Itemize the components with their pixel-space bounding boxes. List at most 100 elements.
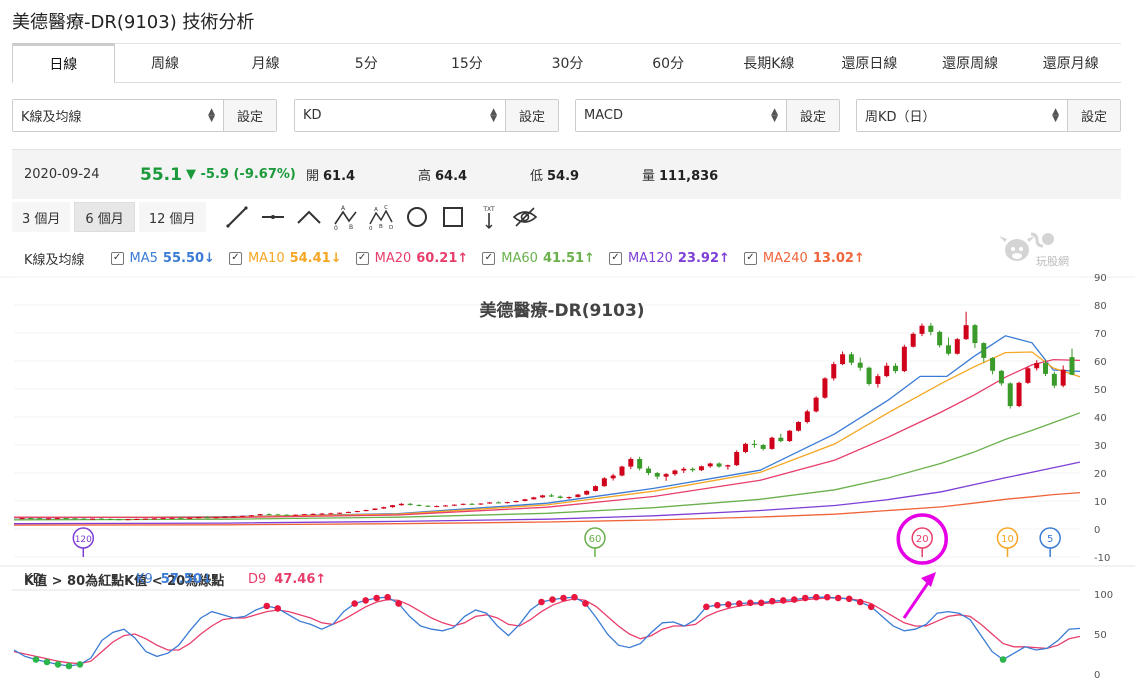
checkbox-icon[interactable]: ✓ — [482, 251, 496, 265]
candle-body — [328, 513, 334, 515]
logo-text: 玩股網 — [1036, 255, 1069, 268]
candle-body — [663, 474, 669, 477]
checkbox-icon[interactable]: ✓ — [608, 251, 622, 265]
tab-8[interactable]: 還原日線 — [819, 43, 920, 82]
ma-value: 60.21↑ — [416, 250, 469, 266]
k-red-dot — [725, 601, 732, 608]
candle-body — [143, 518, 149, 520]
candle-body — [398, 503, 404, 506]
checkbox-icon[interactable]: ✓ — [355, 251, 369, 265]
checkbox-icon[interactable]: ✓ — [110, 251, 124, 265]
tab-1[interactable]: 周線 — [114, 43, 216, 82]
ma-toggle-ma240[interactable]: ✓ MA240 13.02↑ — [743, 251, 865, 266]
candle-body — [372, 508, 378, 510]
candle-body — [460, 503, 466, 505]
candle-body — [178, 517, 184, 519]
candle-body — [187, 517, 193, 519]
candle-body — [707, 463, 713, 467]
k-green-dot — [65, 662, 73, 670]
candle-body — [1025, 368, 1031, 383]
candle-body — [1060, 369, 1066, 386]
abc-pattern-icon[interactable]: A 0 B — [328, 202, 362, 232]
tab-9[interactable]: 還原周線 — [919, 43, 1021, 82]
tab-0[interactable]: 日線 — [12, 43, 115, 83]
settings-button-3[interactable]: 設定 — [1068, 100, 1120, 131]
tab-3[interactable]: 5分 — [315, 43, 417, 82]
quote-volume-value: 111,836 — [659, 169, 719, 184]
tab-6[interactable]: 60分 — [617, 43, 719, 82]
range-button-0[interactable]: 3 個月 — [12, 202, 71, 232]
candle-body — [778, 437, 784, 442]
abc-label-0: 0 — [334, 225, 338, 230]
candle-body — [628, 459, 634, 467]
hide-eye-icon[interactable] — [508, 202, 542, 232]
candle-body — [513, 501, 519, 503]
settings-button-2[interactable]: 設定 — [787, 100, 839, 131]
candle-body — [610, 475, 616, 479]
checkbox-icon[interactable]: ✓ — [228, 251, 242, 265]
ma-legend: K線及均線 ✓ MA5 55.50↓ ✓ MA10 54.41↓ ✓ MA20 60.21↑ ✓ M… — [24, 249, 879, 268]
ma-toggle-ma20[interactable]: ✓ MA20 60.21↑ — [355, 250, 469, 266]
text-tool-icon[interactable]: TXT — [472, 202, 506, 232]
annotation-arrow-head — [921, 572, 936, 587]
circle-tool-icon[interactable] — [400, 202, 434, 232]
settings-button-0[interactable]: 設定 — [224, 100, 276, 131]
indicator-select-0[interactable]: K線及均線 ▲ ▼ — [13, 100, 224, 131]
angle-line-icon[interactable] — [292, 202, 326, 232]
tab-5[interactable]: 30分 — [517, 43, 618, 82]
candle-body — [804, 411, 810, 423]
ma-name: MA120 — [627, 250, 673, 266]
range-button-1[interactable]: 6 個月 — [74, 202, 135, 232]
horizontal-line-icon[interactable] — [256, 202, 290, 232]
candle-body — [1069, 357, 1075, 375]
indicator-select-value: 周KD（日） — [865, 110, 936, 125]
marker-label: 10 — [1001, 534, 1014, 545]
indicator-select-1[interactable]: KD ▲ ▼ — [295, 100, 506, 131]
k-red-dot — [560, 594, 567, 602]
tab-2[interactable]: 月線 — [215, 43, 316, 82]
candle-body — [407, 503, 413, 505]
ma-toggle-ma10[interactable]: ✓ MA10 54.41↓ — [228, 251, 342, 266]
ma-marker-5: 5 — [1039, 527, 1061, 557]
rectangle-tool-icon[interactable] — [436, 202, 470, 232]
candle-body — [266, 514, 272, 516]
ma-marker-120: 120 — [72, 527, 95, 557]
k-red-dot — [703, 603, 710, 611]
range-buttons: 3 個月 6 個月 12 個月 — [12, 202, 210, 232]
candle-body — [240, 515, 246, 517]
candle-body — [98, 518, 104, 520]
ma-toggle-ma5[interactable]: ✓ MA5 55.50↓ — [110, 251, 215, 266]
range-button-2[interactable]: 12 個月 — [138, 202, 206, 232]
price-tick-label: -10 — [1094, 553, 1110, 564]
indicator-select-value: K線及均線 — [21, 110, 82, 125]
indicator-select-3[interactable]: 周KD（日） ▲ ▼ — [857, 100, 1068, 131]
quote-high: 高 64.4 — [418, 165, 467, 184]
settings-button-1[interactable]: 設定 — [506, 100, 558, 131]
line-tool-icon[interactable] — [220, 202, 254, 232]
down-triangle-icon: ▼ — [186, 167, 196, 182]
tab-7[interactable]: 長期K線 — [718, 43, 820, 82]
k-red-dot — [790, 596, 798, 603]
tab-4[interactable]: 15分 — [416, 43, 518, 82]
ma-toggle-ma60[interactable]: ✓ MA60 41.51↑ — [482, 251, 595, 266]
candle-body — [443, 505, 449, 507]
candle-body — [857, 362, 863, 368]
tab-10[interactable]: 還原月線 — [1020, 43, 1122, 82]
k-red-dot — [867, 603, 875, 611]
indicator-select-2[interactable]: MACD ▲ ▼ — [576, 100, 787, 131]
price-tick-label: 20 — [1094, 469, 1107, 480]
d9-line — [13, 597, 1081, 665]
checkbox-icon[interactable]: ✓ — [743, 251, 757, 265]
quote-change-value: -5.9 (-9.67%) — [200, 167, 296, 182]
ma-toggle-ma120[interactable]: ✓ MA120 23.92↑ — [608, 250, 730, 266]
ma-value: 41.51↑ — [542, 250, 595, 266]
candle-body — [751, 443, 757, 445]
ma-name: MA60 — [501, 250, 538, 266]
price-chart[interactable]: 9080706050403020100-10100500美德醫療-DR(9103… — [0, 270, 1135, 689]
candle-body — [1034, 362, 1040, 369]
quote-volume-label: 量 — [642, 169, 656, 184]
candle-body — [45, 518, 51, 520]
candle-body — [451, 504, 457, 506]
quote-open-label: 開 — [306, 169, 320, 184]
